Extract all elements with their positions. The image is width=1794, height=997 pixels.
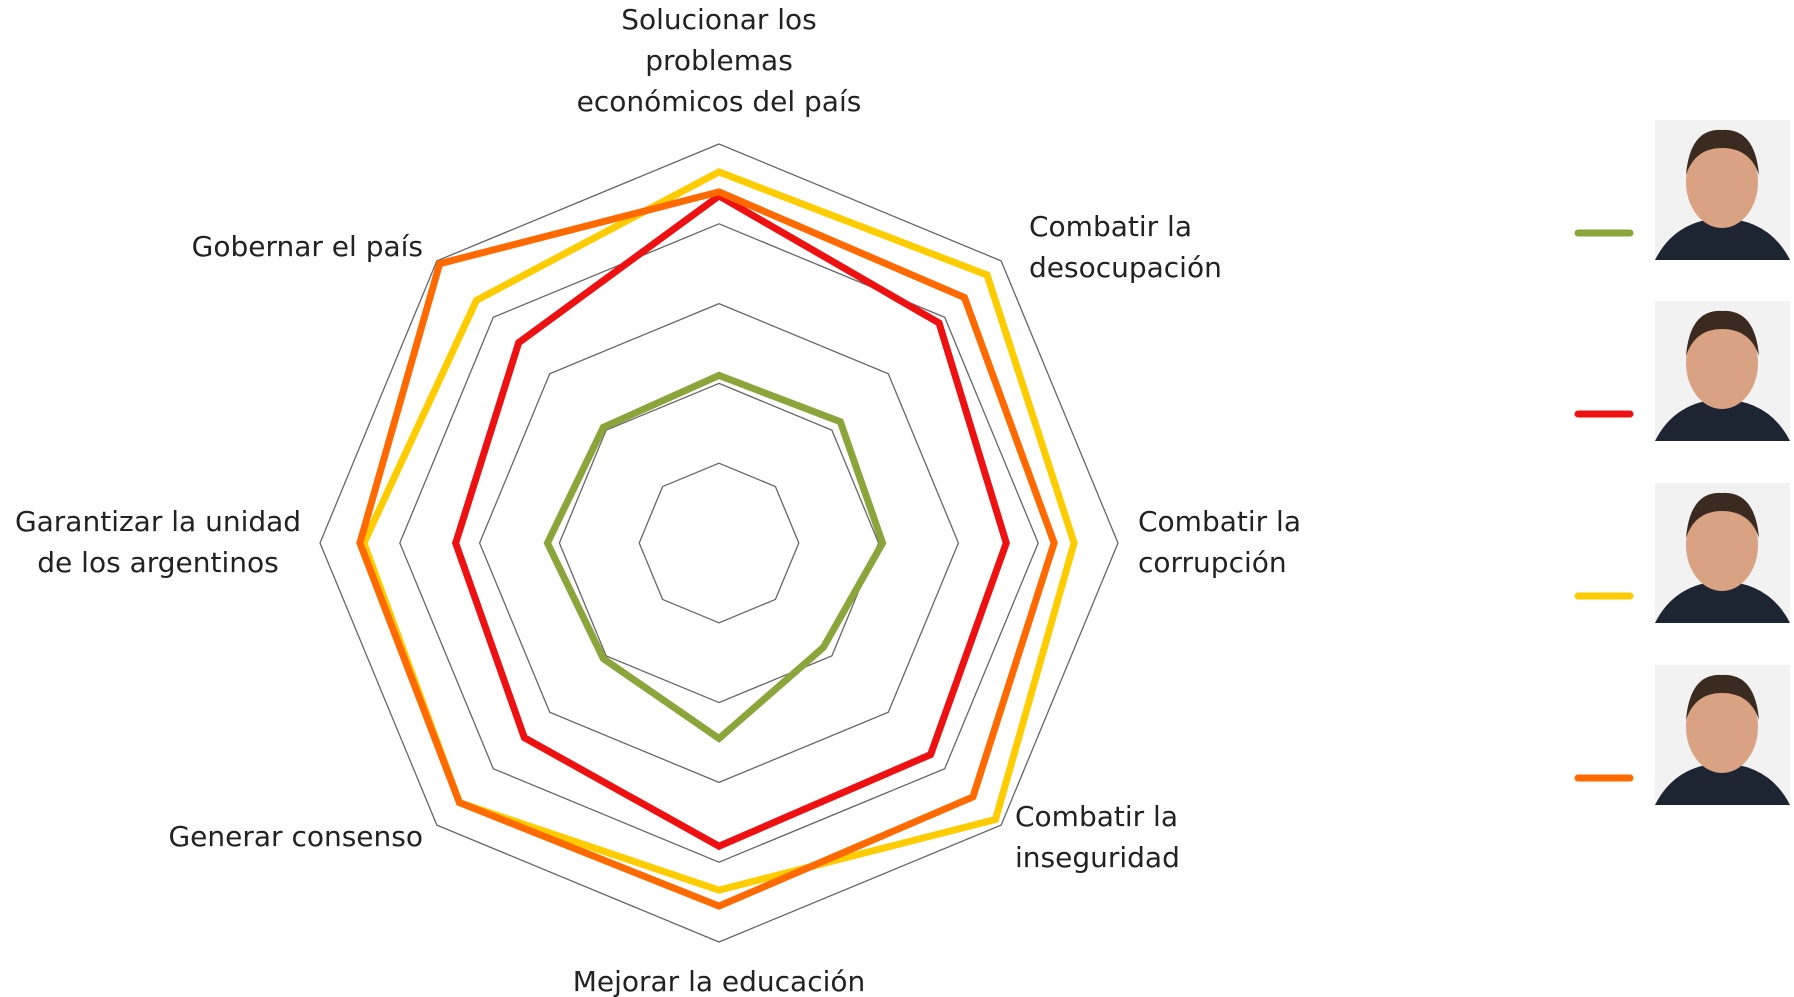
axis-label: de los argentinos bbox=[37, 546, 278, 579]
portrait-hair bbox=[1686, 310, 1759, 356]
portrait-body bbox=[1655, 218, 1790, 260]
axis-label: Solucionar los bbox=[621, 3, 817, 36]
portrait-face bbox=[1686, 317, 1758, 409]
portrait-face bbox=[1686, 499, 1758, 591]
axis-label: Generar consenso bbox=[168, 820, 423, 853]
series-line bbox=[451, 191, 1010, 851]
grid-ring bbox=[558, 382, 880, 704]
axis-label: corrupción bbox=[1138, 546, 1287, 579]
portrait-hair bbox=[1686, 492, 1759, 538]
axis-label: problemas bbox=[645, 44, 793, 77]
portrait-face bbox=[1686, 136, 1758, 228]
grid-ring bbox=[399, 223, 1039, 863]
series-line bbox=[543, 371, 887, 743]
grid-ring bbox=[638, 462, 800, 624]
grid-ring bbox=[478, 302, 960, 784]
portrait-body bbox=[1655, 581, 1790, 623]
axis-label: Garantizar la unidad bbox=[15, 505, 301, 538]
axis-label: Gobernar el país bbox=[192, 230, 423, 263]
axis-label: Combatir la bbox=[1029, 210, 1192, 243]
axis-label: económicos del país bbox=[577, 85, 862, 118]
portrait-body bbox=[1655, 763, 1790, 805]
axis-label: Mejorar la educación bbox=[573, 965, 866, 997]
axis-label: inseguridad bbox=[1015, 841, 1180, 874]
portrait-hair bbox=[1686, 129, 1759, 175]
axis-label: Combatir la bbox=[1138, 505, 1301, 538]
series-line bbox=[360, 168, 1078, 894]
portrait-body bbox=[1655, 399, 1790, 441]
grid-ring bbox=[319, 143, 1119, 943]
axis-label: Combatir la bbox=[1015, 800, 1178, 833]
axis-label: desocupación bbox=[1029, 251, 1222, 284]
portrait-hair bbox=[1686, 674, 1759, 720]
series-line bbox=[356, 188, 1058, 910]
portrait-face bbox=[1686, 681, 1758, 773]
